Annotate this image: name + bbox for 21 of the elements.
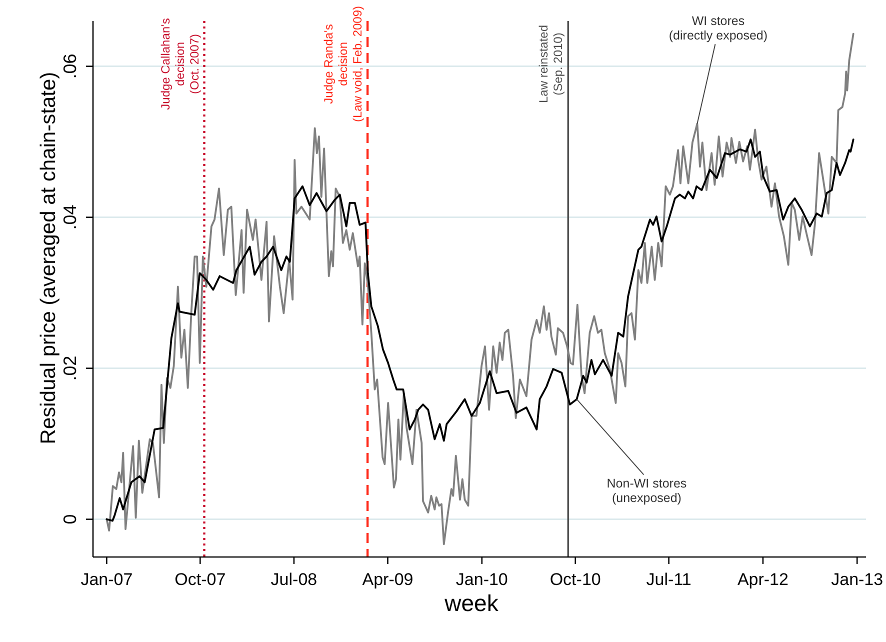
- x-tick-label: Oct-07: [174, 570, 226, 590]
- annotation: WI stores (directly exposed): [668, 14, 768, 43]
- x-tick-label: Jan-07: [80, 570, 133, 590]
- line-series: [106, 138, 854, 522]
- x-tick-label: Oct-10: [550, 570, 601, 590]
- y-tick-label: .02: [60, 356, 80, 381]
- x-tick-label: Apr-12: [737, 570, 788, 590]
- y-tick-label: .04: [60, 204, 80, 230]
- x-tick-label: Jul-11: [646, 570, 692, 590]
- x-tick-label: Jan-10: [456, 570, 508, 590]
- y-tick-label: .06: [60, 54, 80, 79]
- ref-line-label: Judge Callahan's decision (Oct. 2007): [158, 18, 202, 110]
- ref-line-label: Judge Randa's decision (Law void, Feb. 2009): [322, 6, 365, 122]
- x-tick-label: Jul-08: [270, 570, 318, 590]
- ref-line-label: Law reinstated (Sep. 2010): [536, 24, 566, 104]
- x-axis-title: week: [444, 590, 499, 616]
- x-tick-label: Jan-13: [831, 570, 884, 590]
- x-tick-label: Apr-09: [362, 570, 414, 590]
- y-tick-label: 0: [60, 514, 80, 524]
- y-axis-title: Residual price (averaged at chain-state): [37, 72, 60, 444]
- annotation: Non-WI stores (unexposed): [606, 476, 687, 506]
